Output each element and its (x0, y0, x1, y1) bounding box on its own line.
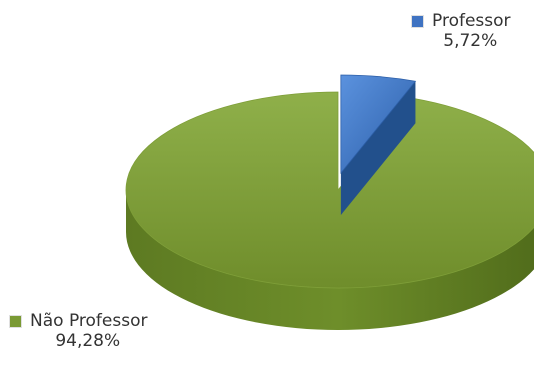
professor-value: 5,72% (443, 30, 498, 51)
professor-slice-face (340, 81, 416, 215)
legend-nao-professor: Não Professor 94,28% (10, 311, 148, 351)
nao-professor-value: 94,28% (55, 330, 121, 351)
legend-professor: Professor 5,72% (412, 11, 511, 51)
professor-swatch (412, 16, 423, 28)
professor-slice (340, 74, 417, 175)
pie-slices (125, 74, 534, 330)
nao-professor-slice (125, 91, 534, 289)
nao-professor-label: Não Professor (30, 311, 148, 331)
nao-professor-swatch (10, 316, 21, 328)
nao-professor-slice-side (126, 190, 534, 330)
professor-label: Professor (432, 11, 511, 31)
